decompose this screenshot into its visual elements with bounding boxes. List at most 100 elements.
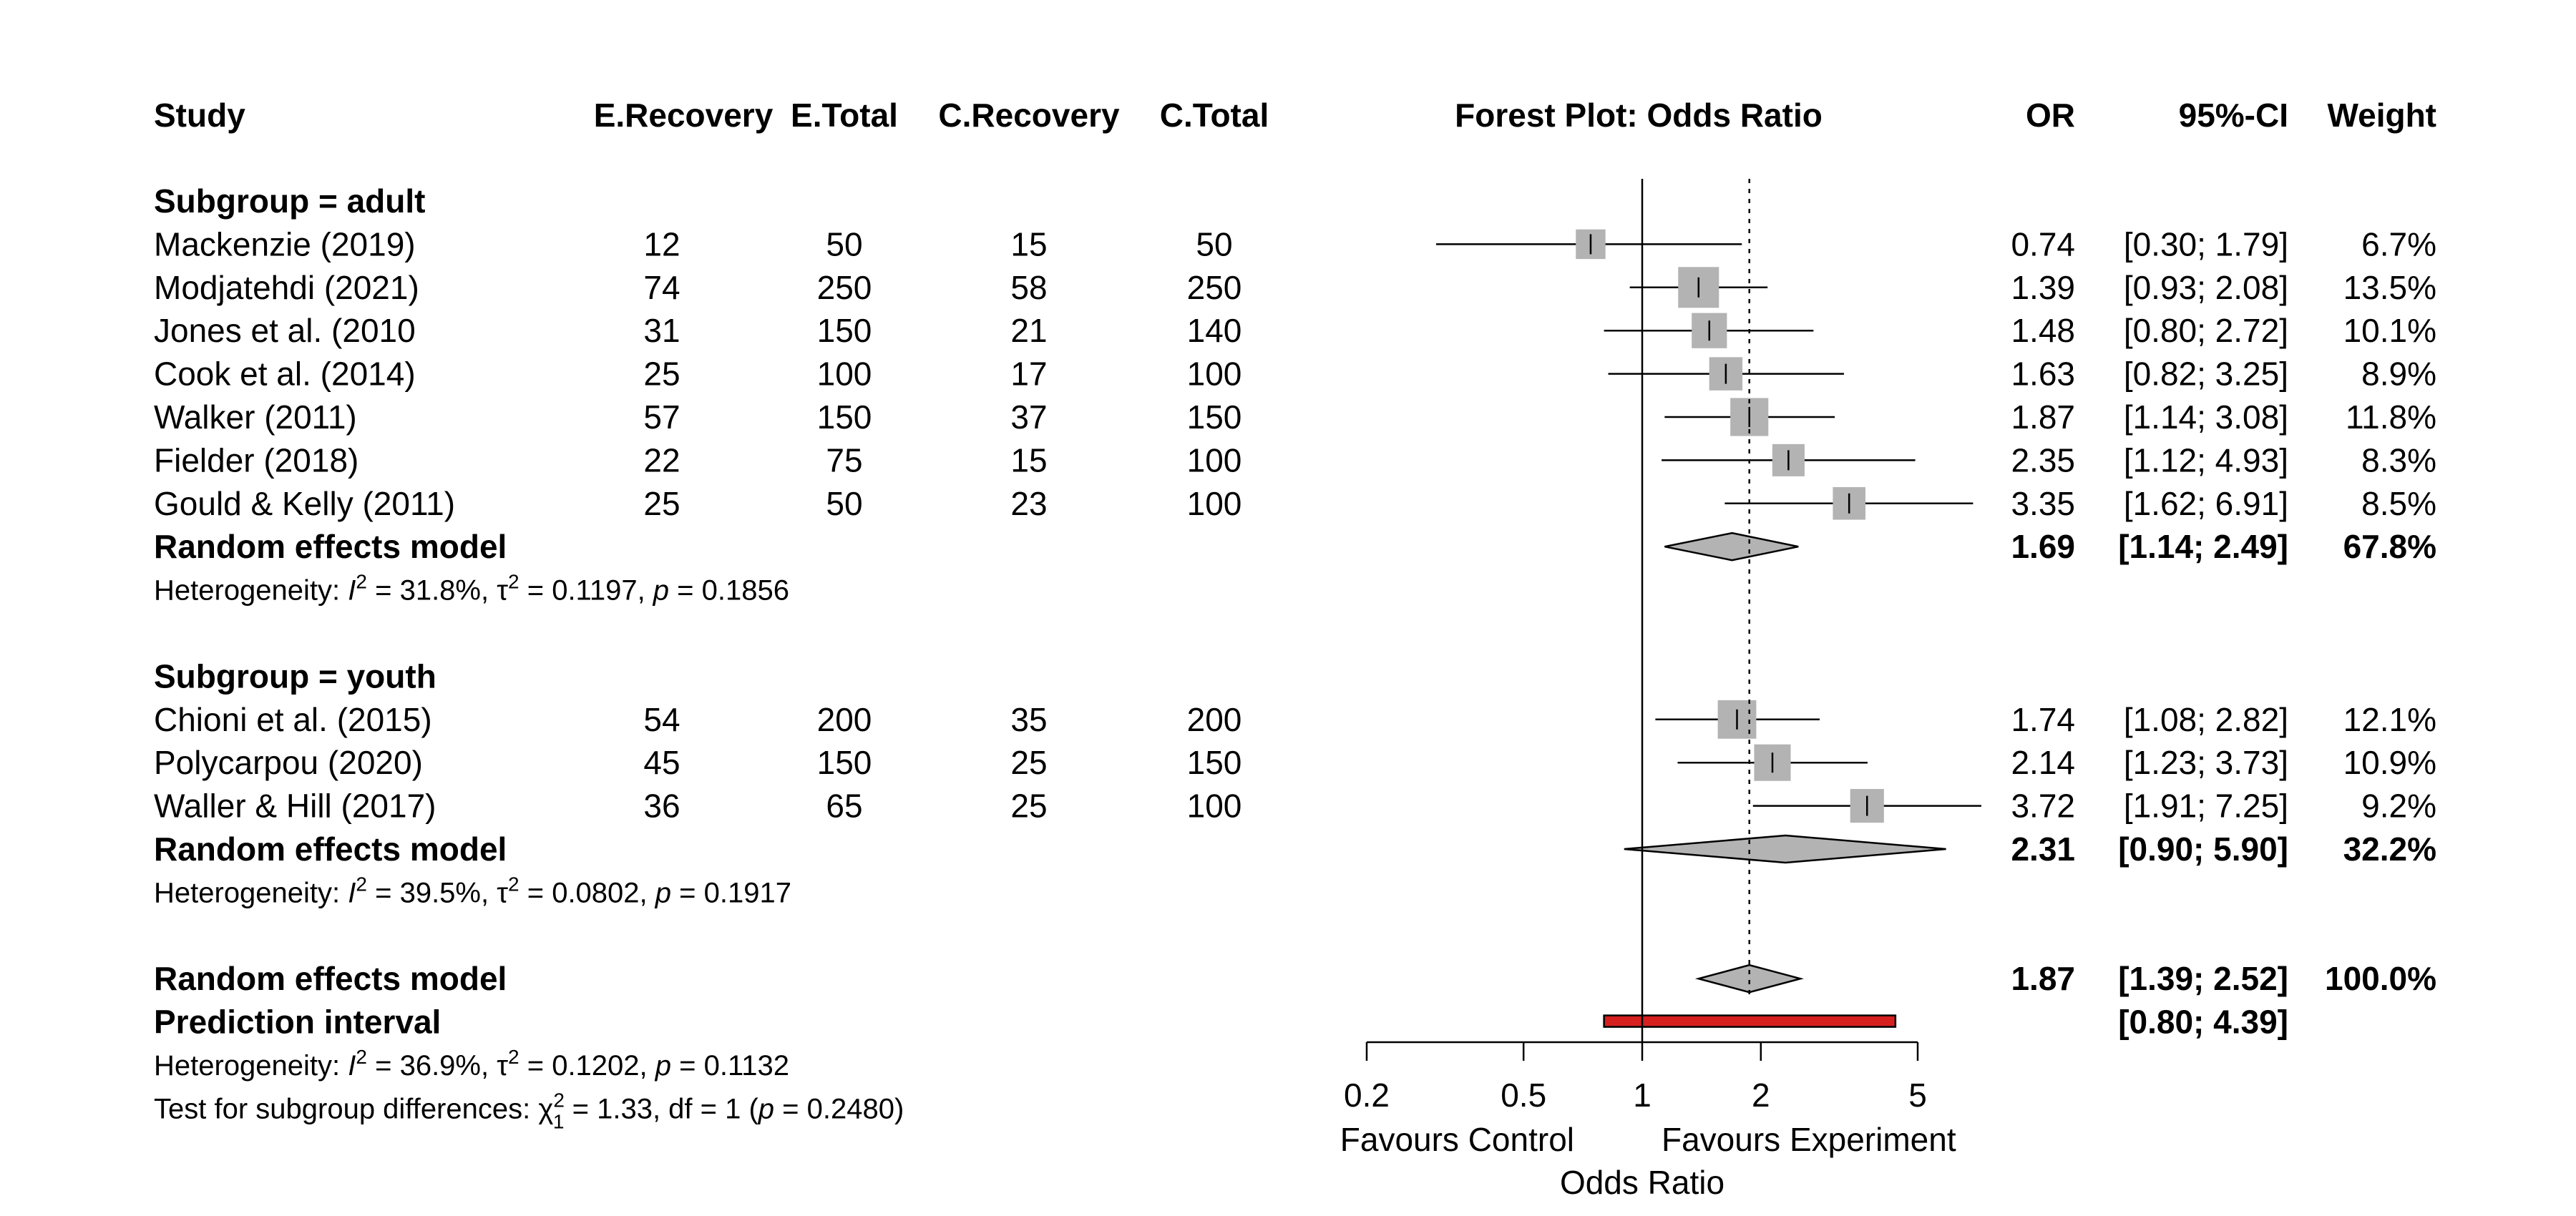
favours-control-label: Favours Control <box>1340 1121 1574 1158</box>
row-4-study: Walker (2011) <box>154 398 357 436</box>
row-3-c-total: 100 <box>1187 356 1242 393</box>
header-ci: 95%-CI <box>2179 97 2288 134</box>
row-4-e-recovery: 57 <box>643 398 680 436</box>
row-4-ci: [1.14; 3.08] <box>2124 398 2288 436</box>
row-7-study: Chioni et al. (2015) <box>154 701 432 738</box>
row-0-ci: [0.30; 1.79] <box>2124 225 2288 263</box>
row-5-e-recovery: 22 <box>643 441 680 479</box>
row-8-c-recovery: 25 <box>1010 744 1047 781</box>
x-axis-label: Odds Ratio <box>1560 1164 1724 1201</box>
row-7-weight: 12.1% <box>2343 701 2436 738</box>
row-7-c-recovery: 35 <box>1010 701 1047 738</box>
row-6-e-total: 50 <box>826 485 862 522</box>
row-9-or: 3.72 <box>2011 788 2075 825</box>
subgroup-test: Test for subgroup differences: χ2 1 = 1.3… <box>154 1089 904 1132</box>
row-6-study: Gould & Kelly (2011) <box>154 485 455 522</box>
prediction-label: Prediction interval <box>154 1004 441 1041</box>
row-5-or: 2.35 <box>2011 441 2075 479</box>
row-4-c-total: 150 <box>1187 398 1242 436</box>
favours-experiment-label: Favours Experiment <box>1662 1121 1956 1158</box>
subgroup-model-1-or: 2.31 <box>2011 830 2075 868</box>
row-2-weight: 10.1% <box>2343 312 2436 349</box>
row-0-c-total: 50 <box>1196 225 1232 263</box>
row-0-e-recovery: 12 <box>643 225 680 263</box>
subgroup-model-0-label: Random effects model <box>154 528 507 565</box>
subgroup-model-1-weight: 32.2% <box>2343 830 2436 868</box>
row-1-or: 1.39 <box>2011 269 2075 306</box>
row-7-ci: [1.08; 2.82] <box>2124 701 2288 738</box>
row-2-e-recovery: 31 <box>643 312 680 349</box>
row-0-study: Mackenzie (2019) <box>154 225 416 263</box>
chart-title: Forest Plot: Odds Ratio <box>1455 97 1823 134</box>
plot-area <box>1435 179 1981 1042</box>
subgroup-model-1-label: Random effects model <box>154 830 507 868</box>
row-6-c-total: 100 <box>1187 485 1242 522</box>
subgroup-model-1-ci: [0.90; 5.90] <box>2118 830 2288 868</box>
row-5-weight: 8.3% <box>2361 441 2436 479</box>
row-8-e-total: 150 <box>817 744 872 781</box>
header-or: OR <box>2026 97 2075 134</box>
row-3-c-recovery: 17 <box>1010 356 1047 393</box>
row-7-e-recovery: 54 <box>643 701 680 738</box>
x-axis: 0.2 0.5 1 2 5 Favours Control Favours Experime… <box>1340 1041 1956 1201</box>
row-2-e-total: 150 <box>817 312 872 349</box>
row-3-study: Cook et al. (2014) <box>154 356 416 393</box>
row-5-ci: [1.12; 4.93] <box>2124 441 2288 479</box>
row-9-weight: 9.2% <box>2361 788 2436 825</box>
overall-model-or: 1.87 <box>2011 960 2075 997</box>
subgroup-model-0-weight: 67.8% <box>2343 528 2436 565</box>
header-e-recovery: E.Recovery <box>594 97 774 134</box>
column-headers: Study E.Recovery E.Total C.Recovery C.To… <box>154 97 2436 134</box>
overall-heterogeneity: Heterogeneity: I2 = 36.9%, τ2 = 0.1202, … <box>154 1046 789 1082</box>
row-6-e-recovery: 25 <box>643 485 680 522</box>
row-4-or: 1.87 <box>2011 398 2075 436</box>
x-tick-label-1: 0.5 <box>1501 1077 1546 1114</box>
row-6-or: 3.35 <box>2011 485 2075 522</box>
row-0-weight: 6.7% <box>2361 225 2436 263</box>
row-4-weight: 11.8% <box>2346 398 2436 436</box>
row-8-e-recovery: 45 <box>643 744 680 781</box>
row-2-c-recovery: 21 <box>1010 312 1047 349</box>
row-4-c-recovery: 37 <box>1010 398 1047 436</box>
prediction-interval-bar <box>1603 1014 1897 1028</box>
row-9-e-recovery: 36 <box>643 788 680 825</box>
row-7-c-total: 200 <box>1187 701 1242 738</box>
overall-model-ci: [1.39; 2.52] <box>2118 960 2288 997</box>
row-3-weight: 8.9% <box>2361 356 2436 393</box>
row-6-weight: 8.5% <box>2361 485 2436 522</box>
row-9-e-total: 65 <box>826 788 862 825</box>
row-1-c-total: 250 <box>1187 269 1242 306</box>
row-8-or: 2.14 <box>2011 744 2075 781</box>
header-study: Study <box>154 97 245 134</box>
row-5-study: Fielder (2018) <box>154 441 358 479</box>
row-5-c-recovery: 15 <box>1010 441 1047 479</box>
row-8-c-total: 150 <box>1187 744 1242 781</box>
subgroup-label-1: Subgroup = youth <box>154 657 436 695</box>
header-c-recovery: C.Recovery <box>938 97 1120 134</box>
row-0-c-recovery: 15 <box>1010 225 1047 263</box>
row-0-e-total: 50 <box>826 225 862 263</box>
row-8-study: Polycarpou (2020) <box>154 744 423 781</box>
row-9-study: Waller & Hill (2017) <box>154 788 436 825</box>
row-1-ci: [0.93; 2.08] <box>2124 269 2288 306</box>
row-1-e-total: 250 <box>817 269 872 306</box>
row-9-c-total: 100 <box>1187 788 1242 825</box>
row-0-or: 0.74 <box>2011 225 2075 263</box>
subgroup-heterogeneity-0: Heterogeneity: I2 = 31.8%, τ2 = 0.1197, … <box>154 571 789 607</box>
row-3-e-total: 100 <box>817 356 872 393</box>
row-9-c-recovery: 25 <box>1010 788 1047 825</box>
overall-model-weight: 100.0% <box>2325 960 2436 997</box>
prediction-ci: [0.80; 4.39] <box>2118 1004 2288 1041</box>
row-8-weight: 10.9% <box>2343 744 2436 781</box>
x-tick-label-4: 5 <box>1908 1077 1927 1114</box>
subgroup-heterogeneity-1: Heterogeneity: I2 = 39.5%, τ2 = 0.0802, … <box>154 873 791 908</box>
row-3-e-recovery: 25 <box>643 356 680 393</box>
header-weight: Weight <box>2328 97 2436 134</box>
row-1-c-recovery: 58 <box>1010 269 1047 306</box>
row-4-e-total: 150 <box>817 398 872 436</box>
x-tick-label-2: 1 <box>1633 1077 1652 1114</box>
row-7-e-total: 200 <box>817 701 872 738</box>
row-2-study: Jones et al. (2010 <box>154 312 416 349</box>
